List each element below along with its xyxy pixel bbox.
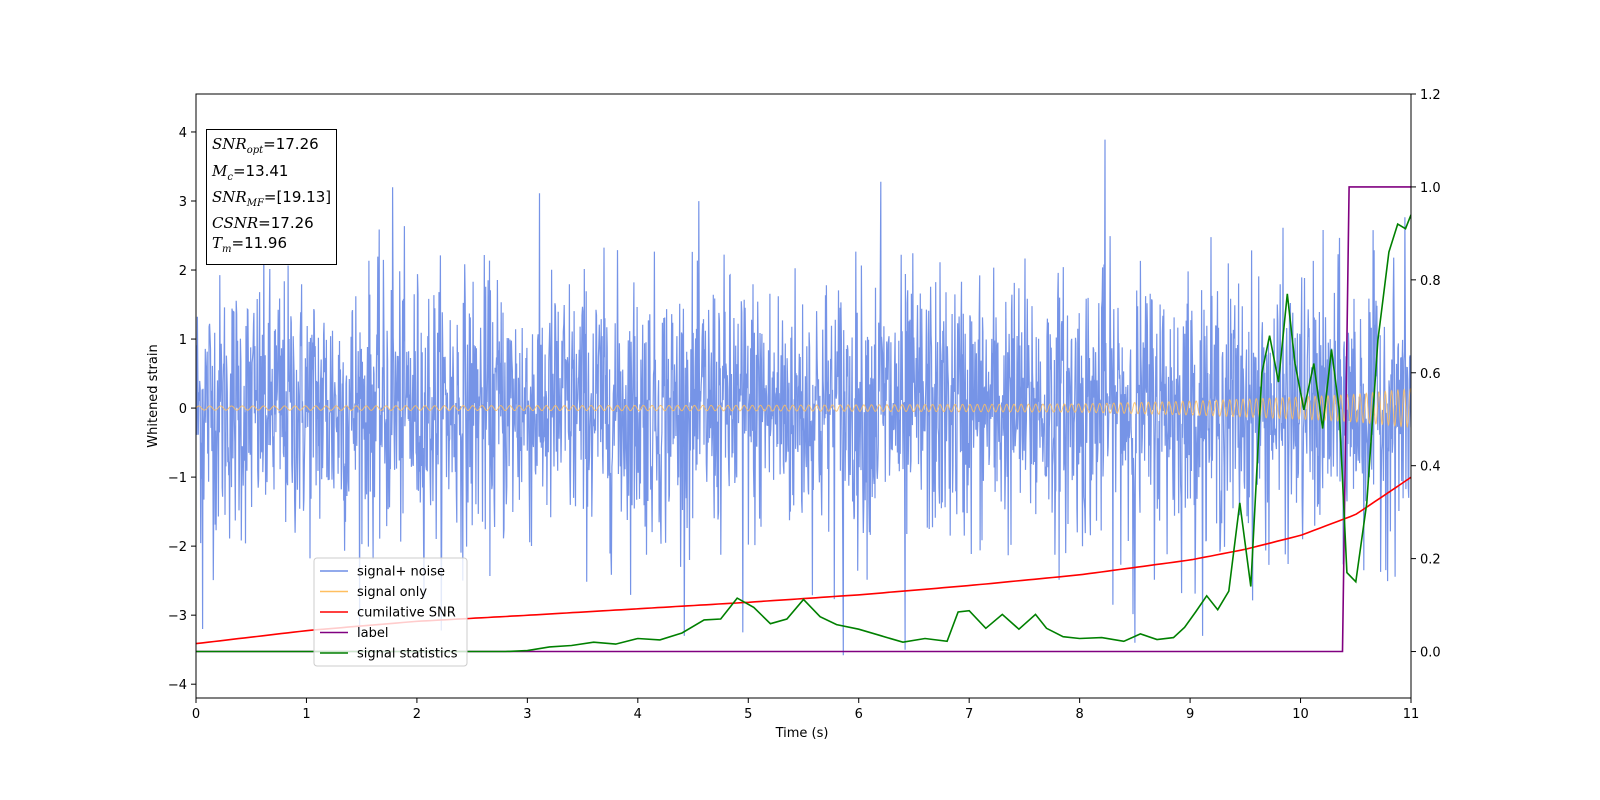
snr-opt-line: SNRopt=17.26 bbox=[212, 135, 319, 156]
legend-entry: label bbox=[357, 626, 388, 641]
x-tick-label: 5 bbox=[744, 707, 752, 722]
y-tick-label: 2 bbox=[179, 264, 187, 279]
x-tick-label: 1 bbox=[302, 707, 310, 722]
legend-entry: signal statistics bbox=[357, 647, 458, 662]
y-tick-label: 1 bbox=[179, 333, 187, 348]
y-axis-left: −4 −3 −2 −1 0 1 2 3 4 bbox=[168, 126, 196, 693]
y-tick-label: −4 bbox=[168, 678, 187, 693]
series-signal-noise bbox=[196, 139, 1411, 656]
x-tick-label: 0 bbox=[192, 707, 200, 722]
x-tick-label: 8 bbox=[1075, 707, 1083, 722]
y2-tick-label: 1.2 bbox=[1420, 88, 1441, 103]
y-tick-label: 4 bbox=[179, 126, 187, 141]
legend: signal+ noise signal only cumilative SNR la… bbox=[313, 557, 468, 667]
legend-entry: signal only bbox=[357, 585, 427, 600]
legend-entry: signal+ noise bbox=[357, 565, 445, 580]
snr-mf-line: SNRMF=[19.13] bbox=[212, 188, 332, 209]
mc-line: Mc=13.41 bbox=[212, 162, 289, 183]
y2-tick-label: 0.8 bbox=[1420, 274, 1441, 289]
series-signal-statistics bbox=[196, 214, 1411, 653]
y2-tick-label: 1.0 bbox=[1420, 181, 1441, 196]
x-tick-label: 3 bbox=[523, 707, 531, 722]
y2-tick-label: 0.6 bbox=[1420, 367, 1441, 382]
y-axis-label: Whitened strain bbox=[146, 344, 161, 447]
y-tick-label: −1 bbox=[168, 471, 187, 486]
y-tick-label: 0 bbox=[179, 402, 187, 417]
x-tick-label: 10 bbox=[1292, 707, 1309, 722]
x-tick-label: 11 bbox=[1403, 707, 1420, 722]
x-axis-label: Time (s) bbox=[775, 726, 829, 741]
legend-entry: cumilative SNR bbox=[357, 606, 456, 621]
stats-annotation-box: SNRopt=17.26 Mc=13.41 SNRMF=[19.13] CSNR… bbox=[206, 129, 338, 265]
y2-tick-label: 0.2 bbox=[1420, 553, 1441, 568]
legend-frame bbox=[313, 557, 468, 667]
x-axis: 0 1 2 3 4 5 6 7 8 9 10 11 bbox=[192, 698, 1419, 722]
y-axis-right: 0.0 0.2 0.4 0.6 0.8 1.0 1.2 bbox=[1411, 88, 1441, 661]
x-tick-label: 7 bbox=[965, 707, 973, 722]
series-signal-only bbox=[196, 388, 1411, 428]
csnr-line: CSNR=17.26 bbox=[212, 214, 314, 232]
y-tick-label: −2 bbox=[168, 540, 187, 555]
plot-frame bbox=[195, 93, 1412, 699]
x-tick-label: 4 bbox=[634, 707, 642, 722]
y-tick-label: 3 bbox=[179, 195, 187, 210]
x-tick-label: 2 bbox=[413, 707, 421, 722]
x-tick-label: 6 bbox=[855, 707, 863, 722]
y2-tick-label: 0.4 bbox=[1420, 460, 1441, 475]
series-label bbox=[196, 186, 1411, 653]
x-tick-label: 9 bbox=[1186, 707, 1194, 722]
tm-line: Tm=11.96 bbox=[212, 234, 288, 255]
y-tick-label: −3 bbox=[168, 609, 187, 624]
y2-tick-label: 0.0 bbox=[1420, 646, 1441, 661]
